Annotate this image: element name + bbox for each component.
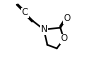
Text: O: O: [61, 34, 68, 43]
Text: N: N: [40, 25, 47, 34]
Text: C: C: [22, 8, 28, 17]
Text: O: O: [63, 14, 70, 23]
